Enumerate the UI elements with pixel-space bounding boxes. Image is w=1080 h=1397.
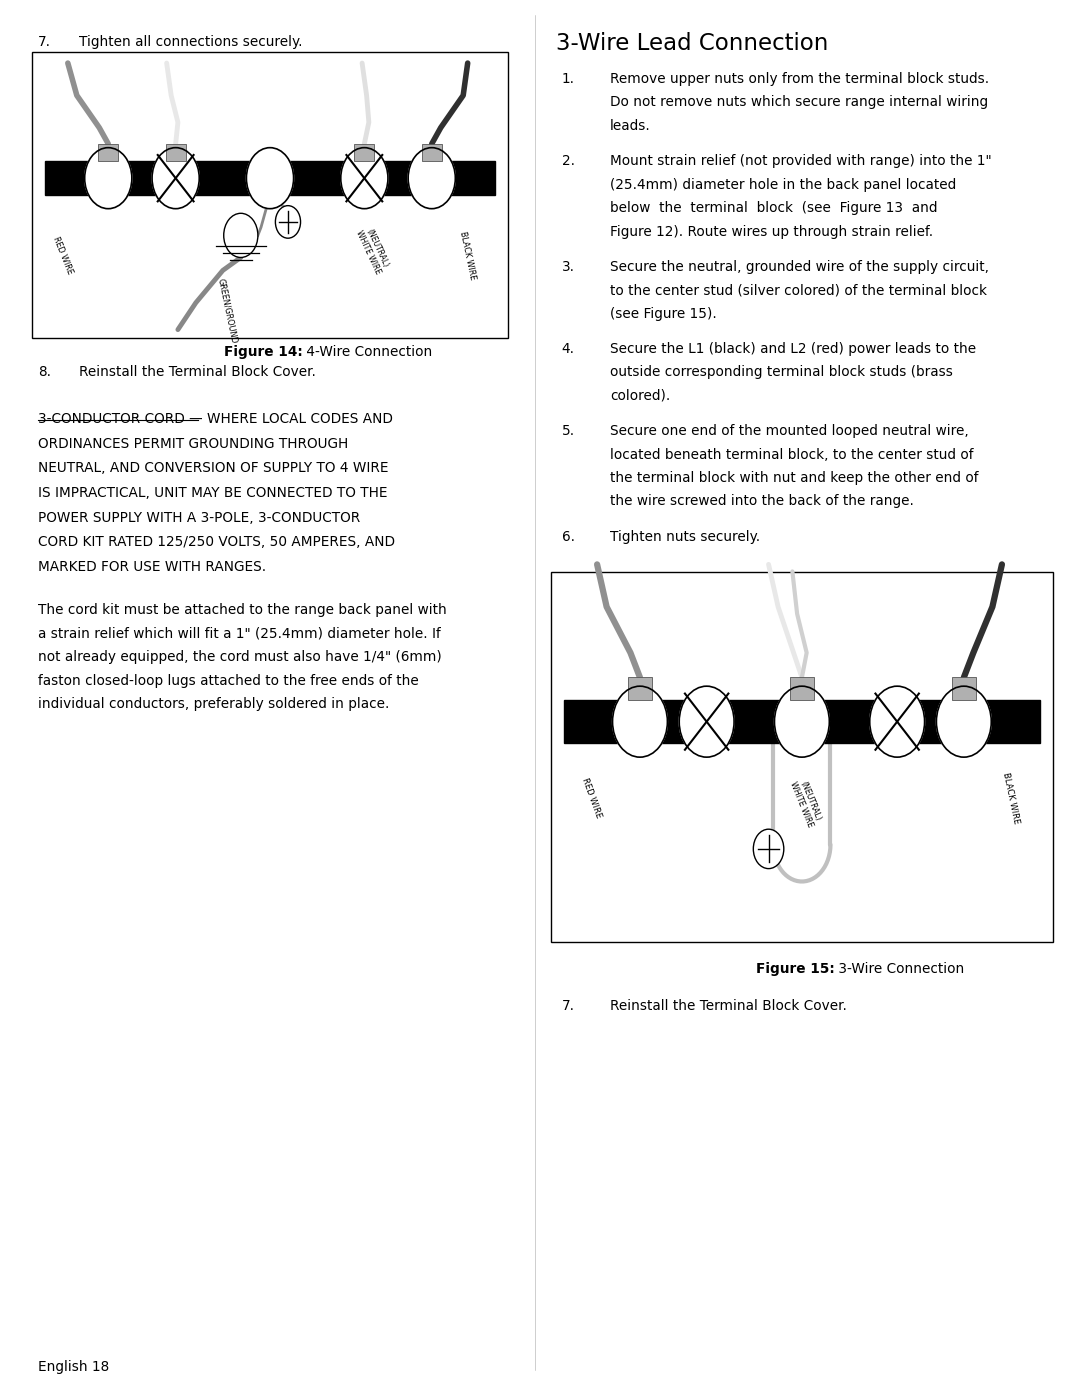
Text: Do not remove nuts which secure range internal wiring: Do not remove nuts which secure range in… [610, 95, 988, 109]
Text: the wire screwed into the back of the range.: the wire screwed into the back of the ra… [610, 495, 914, 509]
Bar [32, 52, 508, 338]
Text: Figure 12). Route wires up through strain relief.: Figure 12). Route wires up through strai… [610, 225, 933, 239]
Text: MARKED FOR USE WITH RANGES.: MARKED FOR USE WITH RANGES. [38, 560, 266, 574]
Text: IS IMPRACTICAL, UNIT MAY BE CONNECTED TO THE: IS IMPRACTICAL, UNIT MAY BE CONNECTED TO… [38, 486, 388, 500]
Text: 5.: 5. [562, 425, 575, 439]
Bar [564, 700, 1040, 743]
Text: individual conductors, preferably soldered in place.: individual conductors, preferably solder… [38, 697, 389, 711]
Text: 1.: 1. [562, 73, 575, 87]
Text: 4.: 4. [562, 342, 575, 356]
Bar [354, 144, 375, 161]
Text: Reinstall the Terminal Block Cover.: Reinstall the Terminal Block Cover. [79, 365, 315, 379]
Text: RED WIRE: RED WIRE [580, 777, 604, 819]
Text: Secure the neutral, grounded wire of the supply circuit,: Secure the neutral, grounded wire of the… [610, 260, 989, 274]
Circle shape [774, 686, 829, 757]
Text: Figure 14:: Figure 14: [224, 345, 302, 359]
Text: to the center stud (silver colored) of the terminal block: to the center stud (silver colored) of t… [610, 284, 987, 298]
Text: Reinstall the Terminal Block Cover.: Reinstall the Terminal Block Cover. [610, 999, 847, 1013]
Text: 6.: 6. [562, 529, 575, 543]
Text: 3-CONDUCTOR CORD — WHERE LOCAL CODES AND: 3-CONDUCTOR CORD — WHERE LOCAL CODES AND [38, 412, 393, 426]
Text: (NEUTRAL)
WHITE WIRE: (NEUTRAL) WHITE WIRE [788, 777, 824, 828]
Circle shape [612, 686, 667, 757]
Text: (see Figure 15).: (see Figure 15). [610, 307, 717, 321]
Text: (25.4mm) diameter hole in the back panel located: (25.4mm) diameter hole in the back panel… [610, 177, 957, 191]
Circle shape [275, 205, 300, 239]
Bar [629, 678, 652, 700]
Circle shape [84, 148, 132, 208]
Circle shape [869, 686, 924, 757]
Text: NEUTRAL, AND CONVERSION OF SUPPLY TO 4 WIRE: NEUTRAL, AND CONVERSION OF SUPPLY TO 4 W… [38, 461, 389, 475]
Bar [421, 144, 442, 161]
Circle shape [341, 148, 388, 208]
Text: RED WIRE: RED WIRE [52, 235, 75, 275]
Text: 7.: 7. [38, 35, 51, 49]
Text: POWER SUPPLY WITH A 3-POLE, 3-CONDUCTOR: POWER SUPPLY WITH A 3-POLE, 3-CONDUCTOR [38, 510, 360, 524]
Text: 7.: 7. [562, 999, 575, 1013]
Text: Secure one end of the mounted looped neutral wire,: Secure one end of the mounted looped neu… [610, 425, 969, 439]
Text: leads.: leads. [610, 119, 651, 133]
Text: Remove upper nuts only from the terminal block studs.: Remove upper nuts only from the terminal… [610, 73, 989, 87]
Circle shape [152, 148, 199, 208]
Text: CORD KIT RATED 125/250 VOLTS, 50 AMPERES, AND: CORD KIT RATED 125/250 VOLTS, 50 AMPERES… [38, 535, 395, 549]
Circle shape [246, 148, 294, 208]
Text: 2.: 2. [562, 154, 575, 168]
Text: Mount strain relief (not provided with range) into the 1": Mount strain relief (not provided with r… [610, 154, 991, 168]
Text: 4-Wire Connection: 4-Wire Connection [302, 345, 433, 359]
Text: The cord kit must be attached to the range back panel with: The cord kit must be attached to the ran… [38, 604, 446, 617]
Text: a strain relief which will fit a 1" (25.4mm) diameter hole. If: a strain relief which will fit a 1" (25.… [38, 627, 441, 641]
Text: the terminal block with nut and keep the other end of: the terminal block with nut and keep the… [610, 471, 978, 485]
Text: located beneath terminal block, to the center stud of: located beneath terminal block, to the c… [610, 447, 974, 461]
Text: Tighten nuts securely.: Tighten nuts securely. [610, 529, 760, 543]
Text: BLACK WIRE: BLACK WIRE [1001, 773, 1021, 826]
Text: ORDINANCES PERMIT GROUNDING THROUGH: ORDINANCES PERMIT GROUNDING THROUGH [38, 437, 348, 451]
Circle shape [408, 148, 456, 208]
Text: below  the  terminal  block  (see  Figure 13  and: below the terminal block (see Figure 13 … [610, 201, 937, 215]
Text: faston closed-loop lugs attached to the free ends of the: faston closed-loop lugs attached to the … [38, 673, 419, 687]
Text: Tighten all connections securely.: Tighten all connections securely. [79, 35, 302, 49]
Text: not already equipped, the cord must also have 1/4" (6mm): not already equipped, the cord must also… [38, 650, 442, 664]
Bar [165, 144, 186, 161]
Bar [951, 678, 975, 700]
Bar [45, 161, 495, 196]
Text: 3-Wire Connection: 3-Wire Connection [834, 961, 964, 975]
Text: 8.: 8. [38, 365, 51, 379]
Text: BLACK WIRE: BLACK WIRE [458, 231, 477, 281]
Text: GREEN/GROUND: GREEN/GROUND [216, 278, 239, 345]
Circle shape [754, 830, 784, 869]
Text: Secure the L1 (black) and L2 (red) power leads to the: Secure the L1 (black) and L2 (red) power… [610, 342, 976, 356]
Bar [551, 571, 1053, 942]
Text: colored).: colored). [610, 388, 671, 402]
Circle shape [224, 214, 258, 257]
Text: outside corresponding terminal block studs (brass: outside corresponding terminal block stu… [610, 366, 953, 380]
Circle shape [936, 686, 991, 757]
Bar [789, 678, 814, 700]
Text: 3.: 3. [562, 260, 575, 274]
Text: Figure 15:: Figure 15: [756, 961, 834, 975]
Text: 3-Wire Lead Connection: 3-Wire Lead Connection [556, 32, 828, 54]
Bar [98, 144, 119, 161]
Circle shape [679, 686, 734, 757]
Text: English 18: English 18 [38, 1361, 109, 1375]
Text: (NEUTRAL)
WHITE WIRE: (NEUTRAL) WHITE WIRE [354, 225, 391, 275]
